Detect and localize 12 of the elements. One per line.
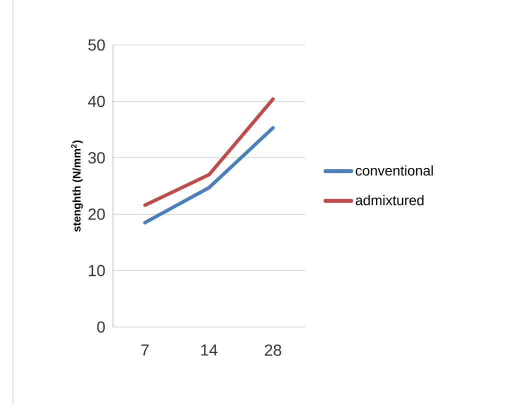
y-tick-label: 0 [97, 321, 105, 333]
y-axis-title: stenghth (N/mm$^{2}$) [71, 140, 83, 232]
y-tick-label: 10 [88, 264, 105, 276]
legend-label: admixtured [356, 194, 424, 206]
x-tick-label: 7 [141, 344, 149, 356]
y-tick-label: 50 [88, 39, 105, 51]
x-tick-label: 14 [201, 344, 218, 356]
y-tick-label: 40 [88, 96, 105, 108]
y-tick-label: 20 [88, 208, 105, 220]
x-tick-label: 28 [264, 344, 282, 356]
legend-label: conventional [356, 165, 433, 176]
y-tick-label: 30 [88, 152, 105, 164]
